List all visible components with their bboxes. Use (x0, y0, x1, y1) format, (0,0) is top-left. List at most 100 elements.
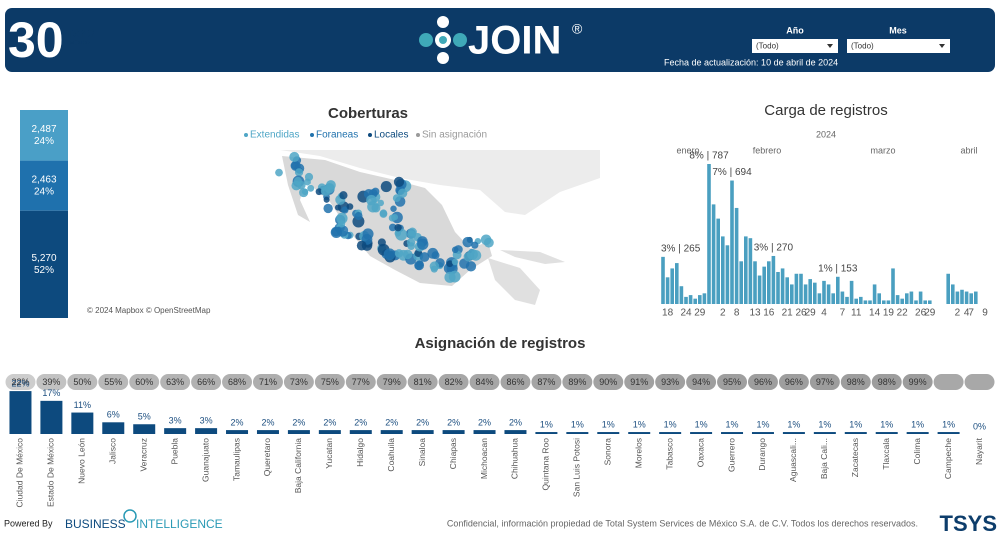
data-label: 7% | 694 (712, 167, 752, 178)
x-tick-label: Chihuahua (510, 438, 520, 479)
cumulative-label: 90% (599, 377, 617, 387)
segment-value: 2,487 (31, 124, 56, 135)
cumulative-oval (67, 374, 98, 390)
map-point (304, 172, 314, 182)
map-point (380, 180, 392, 193)
select-box[interactable] (752, 39, 838, 53)
cumulative-oval (345, 374, 376, 390)
bar (886, 300, 891, 304)
bar (597, 432, 620, 434)
data-label: 1% (664, 419, 677, 429)
x-tick-label: Tlaxcala (881, 438, 891, 470)
stack-segment (20, 160, 68, 211)
legend-label: Foraneas (316, 130, 358, 141)
footer-brand: TSYS (940, 511, 997, 536)
map-point (336, 212, 348, 225)
x-tick-label: Yucatan (324, 438, 334, 469)
month-select[interactable]: (Todo) (847, 39, 950, 53)
bar (751, 432, 774, 434)
bar (813, 432, 836, 434)
x-tick-label: Jalisco (108, 438, 118, 464)
data-label: 2% (292, 417, 305, 427)
bar (721, 432, 744, 434)
year-select[interactable]: (Todo) (752, 39, 838, 53)
select-value[interactable]: (Todo) (756, 42, 779, 51)
cumulative-oval (593, 374, 624, 390)
logo-country: MÉXICO (70, 39, 90, 46)
x-tick-label: Nuevo León (77, 438, 87, 484)
filter-label: Mes (889, 25, 907, 35)
bar (670, 268, 674, 304)
x-tick-label: Tamaulipas (231, 438, 241, 481)
cumulative-label: 84% (476, 377, 494, 387)
data-label: 5% (138, 412, 151, 422)
select-arrow[interactable] (939, 44, 945, 48)
data-label: 2% (323, 417, 336, 427)
segment-share: 52% (34, 265, 54, 276)
legend-label: Sin asignación (422, 130, 487, 141)
bar (905, 293, 909, 304)
bar (716, 218, 720, 304)
data-label: 1% (540, 419, 553, 429)
select-value[interactable]: (Todo) (851, 42, 874, 51)
map-point (394, 249, 404, 258)
cumulative-oval (624, 374, 655, 390)
x-tick-label: 16 (763, 308, 775, 319)
segment-value: 5,270 (31, 253, 56, 264)
cumulative-oval (438, 374, 469, 390)
chart-subtitle: 2024 (816, 129, 836, 139)
map-point (393, 176, 405, 187)
data-label: 2% (354, 417, 367, 427)
x-tick-label: Campeche (943, 438, 953, 479)
logo-brand: TSYS (66, 28, 95, 40)
cumulative-label: 66% (197, 377, 215, 387)
select-arrow[interactable] (827, 44, 833, 48)
map-land (500, 250, 565, 264)
bar (442, 430, 465, 434)
bar (813, 282, 817, 304)
bar (803, 284, 808, 304)
bar (826, 284, 831, 304)
bar (840, 291, 845, 304)
segment-share: 24% (34, 136, 54, 147)
bar (782, 432, 805, 434)
data-label: 2% (231, 417, 244, 427)
bar (891, 268, 895, 304)
x-tick-label: Guanajuato (200, 438, 210, 482)
data-label: 1% (695, 419, 708, 429)
bar (504, 430, 527, 434)
bar (969, 293, 973, 304)
cumulative-oval (469, 374, 500, 390)
data-label: 1% | 153 (818, 263, 858, 274)
cumulative-oval (191, 374, 222, 390)
bar (690, 432, 713, 434)
bar (102, 422, 125, 434)
cumulative-label: 94% (692, 377, 710, 387)
x-tick-label: Aguascali... (788, 438, 798, 482)
bar (794, 273, 799, 304)
bar (349, 430, 372, 434)
x-tick-label: 29 (694, 308, 706, 319)
cumulative-oval (809, 374, 840, 390)
month-label: enero (676, 145, 699, 155)
registered-mark: ® (572, 21, 583, 37)
map-land (280, 150, 600, 215)
cumulative-oval (376, 374, 407, 390)
select-box[interactable] (847, 39, 950, 53)
map-point (371, 203, 381, 213)
x-tick-label: 26 (795, 308, 807, 319)
bar (906, 432, 929, 434)
header-bar (5, 8, 995, 72)
bar (665, 277, 670, 304)
data-label: 1% (633, 419, 646, 429)
map-point (471, 241, 479, 249)
data-label: 1% (787, 419, 800, 429)
x-tick-label: 19 (883, 308, 895, 319)
bar (845, 296, 849, 304)
bar (877, 293, 881, 304)
bar (863, 300, 868, 304)
data-label: 2% (447, 417, 460, 427)
bar (535, 432, 558, 434)
bar (872, 284, 877, 304)
